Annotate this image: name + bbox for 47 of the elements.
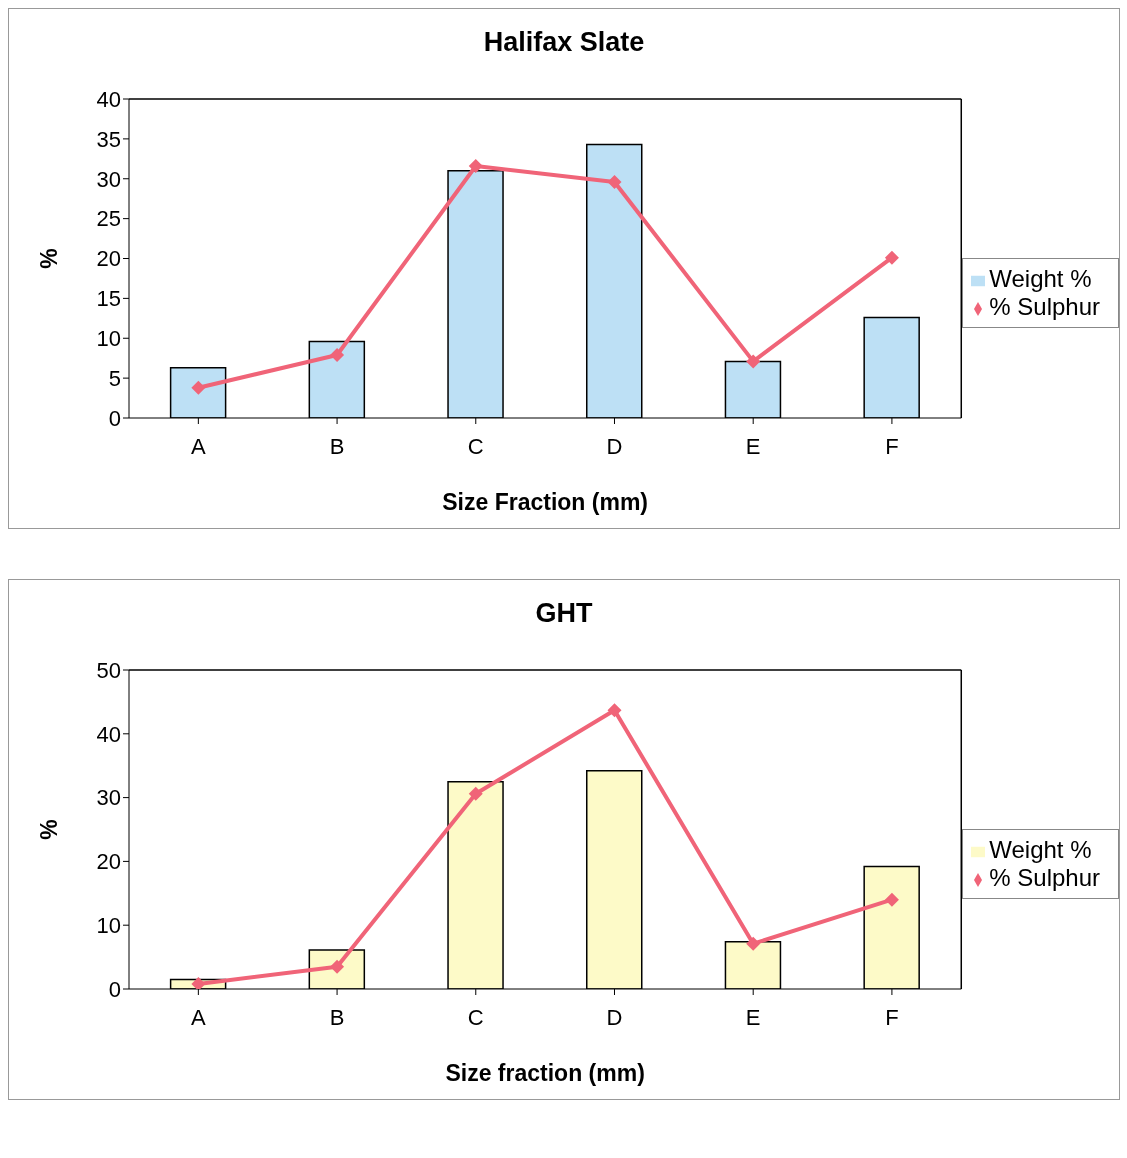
y-tick-label: 25 (96, 206, 121, 232)
y-tick-label: 20 (96, 849, 121, 875)
chart-title: Halifax Slate (482, 26, 646, 58)
x-tick-label: A (191, 1004, 207, 1030)
point (884, 250, 899, 265)
y-tick-label: 5 (108, 365, 121, 391)
x-tick-label: B (329, 1004, 345, 1030)
legend-label: Weight % (989, 836, 1092, 863)
y-tick-label: 10 (96, 913, 121, 939)
legend-label: % Sulphur (989, 293, 1100, 320)
x-tick-label: D (606, 1004, 623, 1030)
x-tick-label: F (885, 1004, 899, 1030)
point (607, 703, 622, 718)
x-tick-label: A (191, 433, 207, 459)
point (191, 976, 206, 989)
y-tick-label: 0 (108, 405, 121, 431)
y-axis-title: % (36, 248, 63, 269)
x-axis-title: Size Fraction (mm) (442, 489, 649, 515)
y-tick-label: 0 (108, 976, 121, 1002)
x-axis-title: Size fraction (mm) (445, 1060, 645, 1086)
point (746, 936, 761, 951)
y-tick-label: 30 (96, 166, 121, 192)
legend-label: Weight % (989, 265, 1092, 292)
x-tick-label: F (885, 433, 899, 459)
point (884, 892, 899, 907)
point (330, 348, 345, 362)
x-tick-label: E (745, 433, 761, 459)
y-tick-label: 20 (96, 246, 121, 272)
y-axis-title: % (36, 819, 63, 840)
point (468, 158, 483, 173)
y-tick-label: 35 (96, 126, 121, 152)
point (468, 786, 483, 801)
x-tick-label: B (329, 433, 345, 459)
y-tick-label: 30 (96, 785, 121, 811)
x-tick-label: C (467, 1004, 484, 1030)
x-tick-label: E (745, 1004, 761, 1030)
point (607, 174, 622, 189)
x-tick-label: D (606, 433, 623, 459)
y-tick-label: 40 (96, 721, 121, 747)
y-tick-label: 40 (96, 86, 121, 112)
y-tick-label: 10 (96, 326, 121, 352)
legend-label: % Sulphur (989, 864, 1100, 891)
y-tick-label: 50 (96, 657, 121, 683)
x-tick-label: C (467, 433, 484, 459)
chart-title: GHT (534, 597, 594, 629)
point (746, 354, 761, 369)
y-tick-label: 15 (96, 286, 121, 312)
